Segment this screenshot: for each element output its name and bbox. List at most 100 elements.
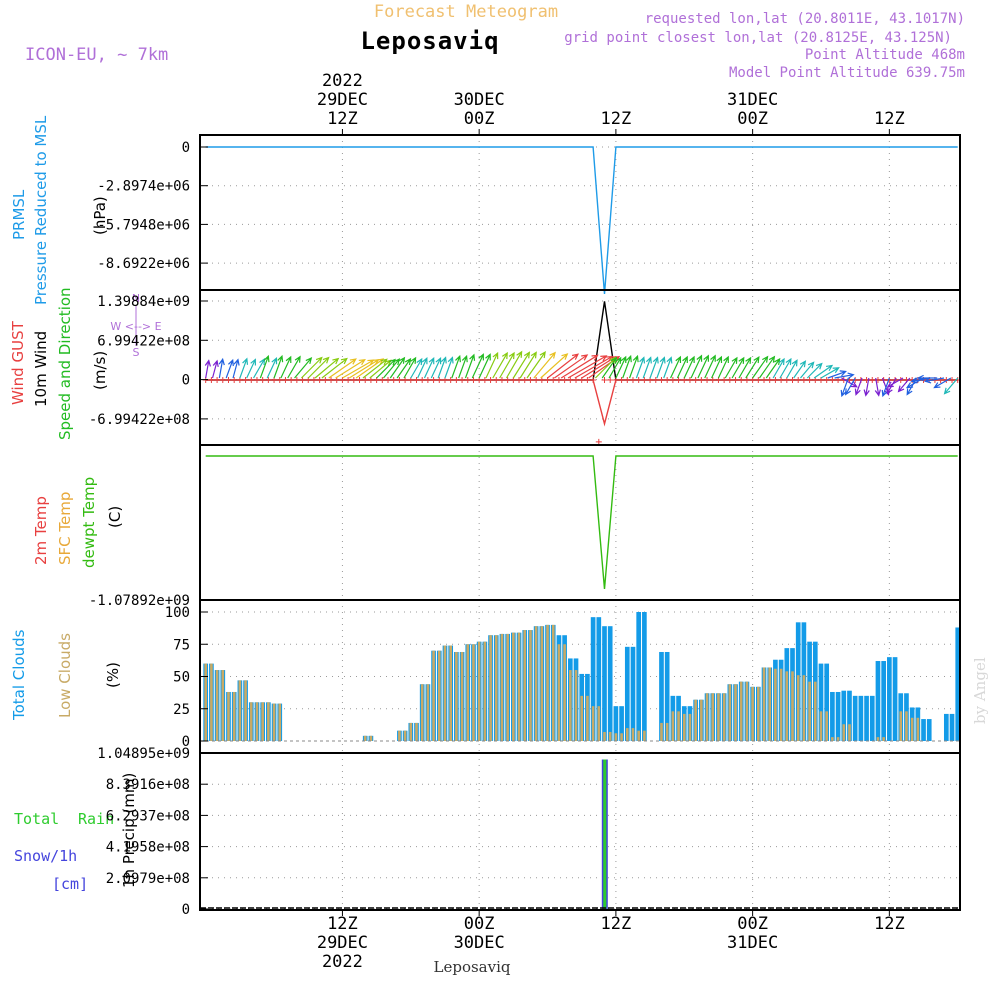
low-cloud-bar: [551, 624, 555, 741]
total-cloud-bar: [887, 657, 892, 741]
direction-arrow: [211, 359, 219, 379]
direction-arrow: [287, 355, 301, 379]
direction-arrow: [540, 353, 569, 379]
low-cloud-bar: [204, 663, 208, 741]
panel-frame-wind: [199, 289, 961, 446]
direction-arrow: [738, 356, 752, 379]
direction-arrow: [519, 351, 537, 379]
sfc-label: SFC Temp: [56, 492, 74, 565]
total-cloud-bar: [943, 713, 949, 741]
gust-marker: [732, 377, 739, 383]
gust-marker: [470, 377, 477, 383]
direction-arrow: [300, 356, 323, 379]
direction-arrow: [505, 350, 523, 379]
y-tick-label-clouds: 50: [173, 670, 190, 686]
total-cloud-bar: [636, 612, 642, 741]
direction-arrow: [526, 350, 546, 379]
gust-marker: [755, 377, 762, 383]
low-cloud-bar: [517, 632, 521, 741]
gust-marker: [379, 377, 386, 383]
low-cloud-bar: [261, 702, 264, 741]
low-cloud-bar: [540, 626, 544, 741]
low-cloud-bar: [785, 671, 789, 741]
low-cloud-bar: [420, 684, 424, 741]
gust-marker: [310, 377, 317, 383]
low-cloud-bar: [808, 681, 811, 741]
low-cloud-bar: [910, 717, 914, 741]
low-cloud-bar: [403, 730, 407, 741]
direction-arrow: [355, 358, 385, 379]
gust-marker: [504, 377, 511, 383]
y-tick-label-wind: 0: [182, 373, 190, 389]
temp-unit: (C): [106, 506, 124, 528]
low-cloud-bar: [722, 693, 726, 741]
low-cloud-bar: [512, 632, 515, 741]
prmsl-line: [205, 146, 958, 294]
y-tick-label-precip: 4.1958e+08: [106, 840, 190, 856]
y-tick-label-clouds: 100: [165, 605, 190, 621]
direction-arrow: [382, 358, 401, 379]
low-cloud-bar: [671, 711, 675, 741]
direction-arrow: [923, 377, 945, 384]
direction-arrow: [933, 377, 952, 389]
direction-arrow: [854, 377, 863, 396]
direction-arrow: [410, 357, 423, 379]
direction-arrow: [800, 361, 815, 379]
direction-label: Speed and Direction: [56, 287, 74, 440]
direction-arrow: [881, 377, 890, 398]
gust-marker: [664, 377, 671, 383]
low-cloud-bar: [506, 633, 509, 741]
direction-arrow: [841, 377, 858, 388]
low-cloud-bar: [529, 630, 532, 741]
low-cloud-bar: [614, 733, 618, 741]
gust-marker: [231, 377, 238, 383]
direction-arrow: [232, 358, 240, 379]
direction-arrow: [307, 356, 330, 379]
y-tick-label-precip: 6.2937e+08: [106, 808, 190, 824]
gust-marker: [259, 377, 266, 383]
low-cloud-bar: [215, 670, 219, 741]
direction-arrow: [280, 355, 292, 379]
gust-marker: [561, 377, 568, 383]
gust-marker: [328, 377, 335, 383]
gust-marker: [430, 377, 437, 383]
direction-arrow: [813, 364, 834, 379]
wind-unit: (m/s): [91, 351, 109, 390]
total-cloud-bar: [835, 691, 841, 741]
direction-arrow: [793, 360, 807, 379]
direction-arrow: [615, 355, 627, 379]
direction-arrow: [886, 377, 904, 388]
gust-marker: [635, 377, 642, 383]
low-cloud-bar: [802, 675, 806, 741]
direction-arrow: [844, 377, 856, 396]
total-cloud-bar: [858, 695, 864, 741]
gust-marker: [521, 377, 528, 383]
direction-arrow: [335, 359, 366, 379]
direction-arrow: [239, 357, 249, 379]
total-cloud-bar: [921, 719, 926, 741]
low-cloud-bar: [244, 680, 247, 741]
low-cloud-bar: [432, 650, 435, 741]
direction-arrow: [629, 354, 639, 379]
gust-marker: [675, 377, 682, 383]
low-cloud-bar: [848, 724, 851, 741]
low-cloud-bar: [637, 730, 640, 741]
low-cloud-bar: [705, 693, 709, 741]
time-label-bottom: 12Z: [327, 914, 358, 934]
direction-arrow: [635, 356, 646, 379]
low-cloud-bar: [443, 645, 447, 741]
gust-marker: [624, 377, 631, 383]
low-cloud-bar: [608, 731, 612, 741]
time-label-bottom: 30DEC: [454, 933, 505, 953]
direction-arrow: [225, 358, 234, 379]
low-cloud-bar: [688, 713, 692, 741]
direction-arrow: [485, 351, 499, 379]
direction-arrow: [554, 354, 589, 379]
direction-arrow: [656, 356, 666, 379]
direction-arrow: [827, 370, 847, 379]
low-cloud-bar: [665, 722, 669, 741]
panel-frame-precip: [199, 752, 961, 911]
dewpt-label: dewpt Temp: [80, 477, 98, 568]
y-tick-label-pressure: -8.6922e+06: [97, 256, 190, 272]
low-cloud-bar: [905, 711, 908, 741]
